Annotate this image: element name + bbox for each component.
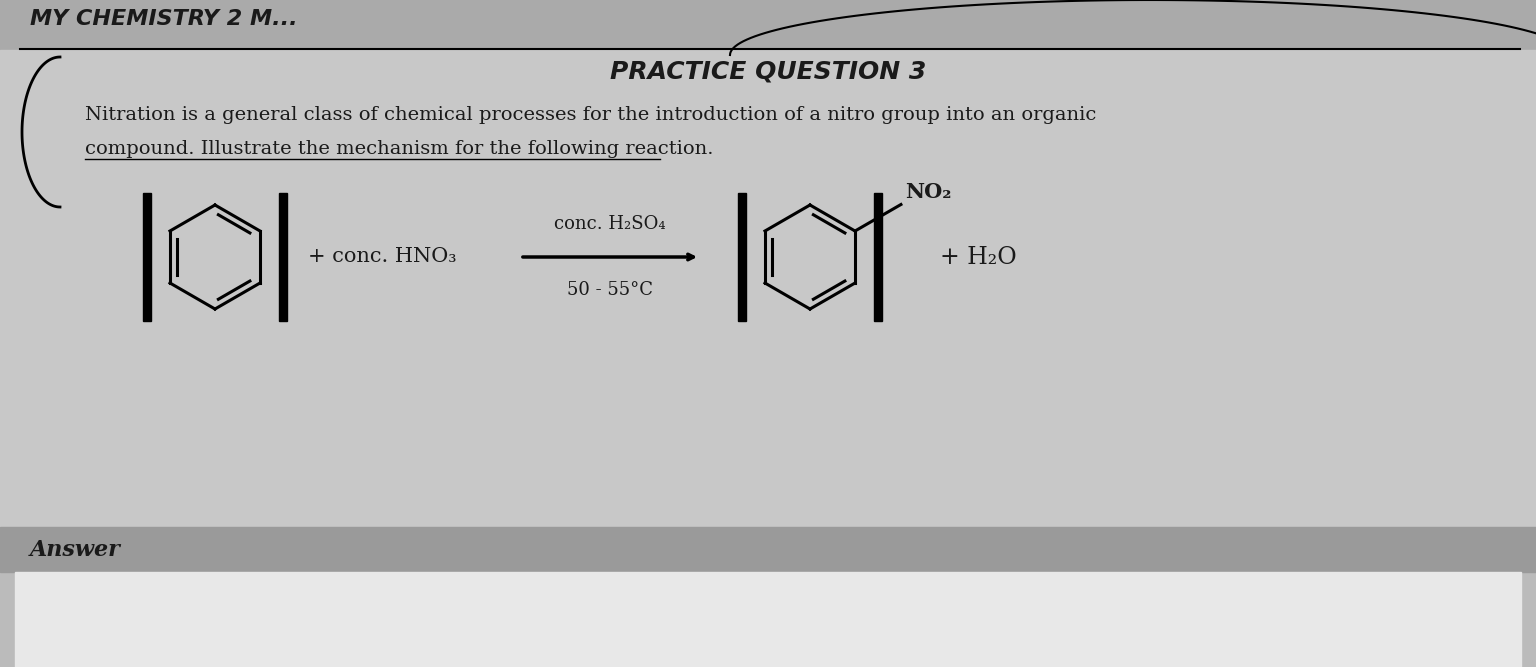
Text: compound. Illustrate the mechanism for the following reaction.: compound. Illustrate the mechanism for t… — [84, 140, 714, 158]
Text: Nitration is a general class of chemical processes for the introduction of a nit: Nitration is a general class of chemical… — [84, 106, 1097, 124]
Text: MY CHEMISTRY 2 M...: MY CHEMISTRY 2 M... — [31, 9, 298, 29]
Text: + conc. HNO₃: + conc. HNO₃ — [309, 247, 456, 267]
Bar — [0, 0, 1536, 50]
Text: Answer: Answer — [31, 539, 121, 561]
Bar — [0, 50, 1536, 567]
Bar — [15, 572, 1521, 667]
Text: conc. H₂SO₄: conc. H₂SO₄ — [554, 215, 665, 233]
Text: 50 - 55°C: 50 - 55°C — [567, 281, 653, 299]
Text: PRACTICE QUESTION 3: PRACTICE QUESTION 3 — [610, 59, 926, 83]
Bar — [0, 527, 1536, 572]
Bar — [280, 193, 287, 321]
Text: + H₂O: + H₂O — [940, 245, 1017, 269]
Bar — [874, 193, 882, 321]
Bar — [737, 193, 746, 321]
Bar — [143, 193, 151, 321]
Text: NO₂: NO₂ — [905, 183, 951, 203]
